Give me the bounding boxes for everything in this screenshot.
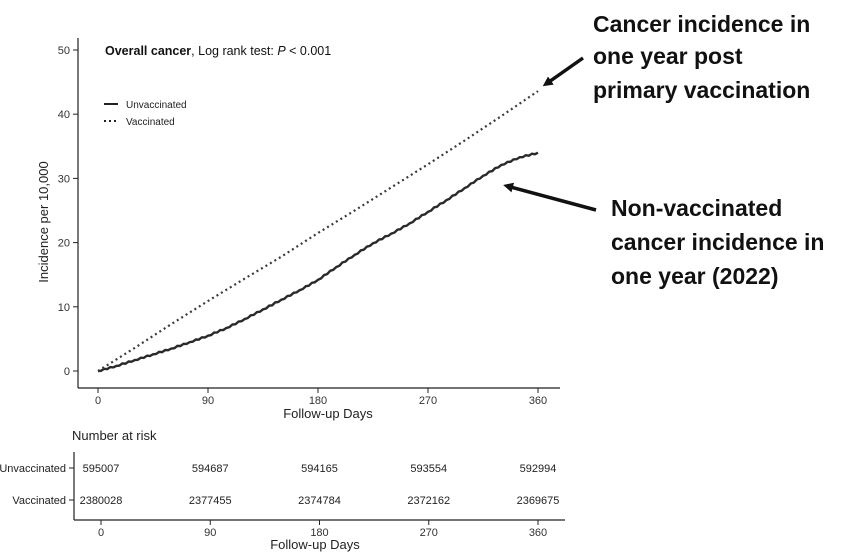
risk-cell-unvaccinated: 595007	[83, 463, 120, 475]
y-tick-label: 40	[58, 109, 70, 121]
y-tick-label: 50	[58, 45, 70, 57]
risk-table-title: Number at risk	[72, 428, 157, 443]
x-axis-title: Follow-up Days	[283, 406, 373, 421]
y-axis-title: Incidence per 10,000	[36, 161, 51, 282]
risk-table-values: 595007 594687 594165 593554 592994 2380028 237…	[80, 463, 560, 507]
chart-title: Overall cancer, Log rank test: P < 0.001	[105, 44, 331, 58]
risk-cell-unvaccinated: 594165	[301, 463, 338, 475]
x-tick-label: 360	[529, 395, 547, 407]
annotation-vaccinated: Cancer incidence in one year post primar…	[542, 11, 810, 103]
x-tick-label: 270	[419, 395, 437, 407]
annotation-vaccinated-line-1: Cancer incidence in	[593, 11, 810, 37]
legend-label-vaccinated: Vaccinated	[126, 117, 175, 128]
series-line-vaccinated	[97, 90, 539, 372]
chart-title-test: , Log rank test:	[191, 44, 277, 58]
risk-cell-vaccinated: 2374784	[298, 495, 341, 507]
risk-cell-unvaccinated: 594687	[192, 463, 229, 475]
annotation-unvaccinated-line-1: Non-vaccinated	[611, 195, 782, 221]
x-tick-label: 0	[95, 395, 101, 407]
risk-x-tick-label: 180	[310, 527, 328, 539]
risk-table-x-axis-title: Follow-up Days	[270, 537, 360, 552]
y-ticks: 0 10 20 30 40 50	[58, 45, 78, 378]
chart-title-p-value: < 0.001	[286, 44, 332, 58]
risk-table-x-ticks: 0 90 180 270 360	[98, 520, 547, 539]
risk-cell-vaccinated: 2377455	[189, 495, 232, 507]
chart-title-bold: Overall cancer	[105, 44, 191, 58]
risk-cell-unvaccinated: 592994	[520, 463, 557, 475]
annotation-unvaccinated-arrow	[503, 182, 597, 212]
risk-row-label-vaccinated: Vaccinated	[12, 495, 66, 507]
annotation-vaccinated-line-2: one year post	[593, 43, 743, 69]
risk-cell-vaccinated: 2380028	[80, 495, 123, 507]
risk-x-tick-label: 360	[529, 527, 547, 539]
chart-title-p: P	[277, 44, 286, 58]
risk-cell-vaccinated: 2369675	[517, 495, 560, 507]
y-tick-label: 0	[64, 366, 70, 378]
annotation-vaccinated-line-3: primary vaccination	[593, 77, 810, 103]
risk-x-tick-label: 270	[420, 527, 438, 539]
risk-cell-unvaccinated: 593554	[410, 463, 447, 475]
risk-cell-vaccinated: 2372162	[407, 495, 450, 507]
risk-row-label-unvaccinated: Unvaccinated	[0, 463, 66, 475]
series-line-unvaccinated	[97, 151, 539, 373]
annotation-unvaccinated-line-2: cancer incidence in	[611, 229, 824, 255]
y-tick-label: 20	[58, 238, 70, 250]
risk-x-tick-label: 0	[98, 527, 104, 539]
y-tick-label: 30	[58, 173, 70, 185]
annotation-unvaccinated-line-3: one year (2022)	[611, 263, 778, 289]
legend: Unvaccinated Vaccinated	[104, 100, 187, 128]
x-tick-label: 90	[202, 395, 214, 407]
risk-table: Number at risk Unvaccinated Vaccinated 5…	[0, 428, 565, 552]
annotation-unvaccinated: Non-vaccinated cancer incidence in one y…	[503, 182, 824, 289]
x-ticks: 0 90 180 270 360	[95, 388, 547, 407]
y-tick-label: 10	[58, 302, 70, 314]
x-tick-label: 180	[309, 395, 327, 407]
annotation-vaccinated-arrow	[542, 56, 585, 87]
risk-x-tick-label: 90	[204, 527, 216, 539]
legend-label-unvaccinated: Unvaccinated	[126, 100, 187, 111]
